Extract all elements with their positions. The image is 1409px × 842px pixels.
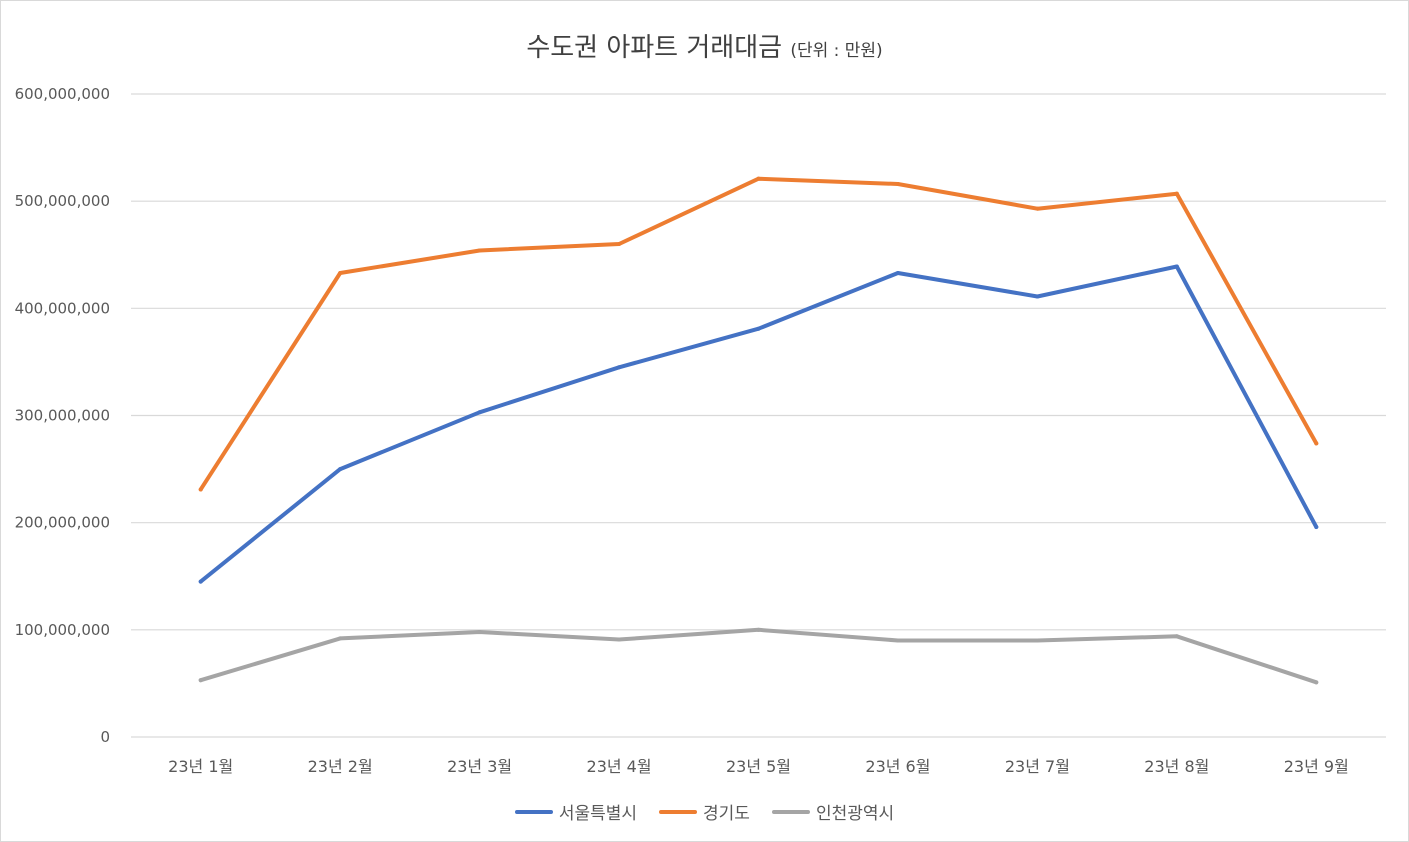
data-point [1314, 441, 1319, 446]
chart-title-main: 수도권 아파트 거래대금 [526, 33, 783, 63]
data-point [617, 365, 622, 370]
x-axis-tick-label: 23년 3월 [447, 757, 512, 776]
y-axis-tick-label: 400,000,000 [15, 299, 110, 317]
data-point [477, 410, 482, 415]
data-point [198, 487, 203, 492]
data-point [1174, 191, 1179, 196]
data-point [198, 678, 203, 683]
data-point [617, 242, 622, 247]
data-point [1035, 294, 1040, 299]
data-point [895, 638, 900, 643]
x-axis-tick-label: 23년 1월 [168, 757, 233, 776]
data-point [895, 270, 900, 275]
legend-item: 경기도 [659, 799, 750, 824]
data-point [1035, 638, 1040, 643]
x-axis-tick-label: 23년 9월 [1284, 757, 1349, 776]
data-point [756, 176, 761, 181]
data-point [1174, 634, 1179, 639]
data-point [756, 326, 761, 331]
y-axis-tick-label: 600,000,000 [15, 85, 110, 103]
data-point [338, 636, 343, 641]
series-line-1 [198, 264, 1319, 584]
data-point [1314, 680, 1319, 685]
data-point [895, 182, 900, 187]
series-line-3 [198, 627, 1319, 685]
chart-title-unit: (단위 : 만원) [790, 41, 883, 61]
x-axis-tick-label: 23년 2월 [308, 757, 373, 776]
data-point [1314, 524, 1319, 529]
legend-item: 서울특별시 [514, 799, 638, 824]
x-axis-tick-label: 23년 4월 [587, 757, 652, 776]
legend-label: 서울특별시 [558, 804, 638, 824]
chart-legend: 서울특별시 경기도 인천광역시 [1, 799, 1408, 824]
x-axis-tick-label: 23년 8월 [1144, 757, 1209, 776]
data-point [1174, 264, 1179, 269]
chart-title: 수도권 아파트 거래대금 (단위 : 만원) [1, 27, 1408, 64]
data-point [477, 629, 482, 634]
y-axis-tick-label: 200,000,000 [15, 514, 110, 532]
y-axis-tick-label: 300,000,000 [15, 407, 110, 425]
data-point [756, 627, 761, 632]
x-axis-tick-label: 23년 5월 [726, 757, 791, 776]
series-line-2 [198, 176, 1319, 492]
data-point [617, 637, 622, 642]
y-axis-tick-label: 100,000,000 [15, 621, 110, 639]
data-point [198, 579, 203, 584]
y-axis-tick-label: 0 [100, 728, 110, 746]
legend-item: 인천광역시 [771, 799, 895, 824]
x-axis-tick-label: 23년 6월 [865, 757, 930, 776]
data-point [1035, 206, 1040, 211]
legend-swatch [771, 809, 810, 814]
line-chart-plot: 0 100,000,000 200,000,000 300,000,000 400,00… [15, 85, 1386, 776]
data-point [477, 248, 482, 253]
data-point [338, 467, 343, 472]
legend-swatch [659, 809, 698, 814]
legend-label: 인천광역시 [815, 804, 895, 824]
data-point [338, 270, 343, 275]
x-axis-tick-label: 23년 7월 [1005, 757, 1070, 776]
legend-swatch [514, 809, 553, 814]
legend-label: 경기도 [703, 804, 750, 824]
y-axis-tick-label: 500,000,000 [15, 192, 110, 210]
